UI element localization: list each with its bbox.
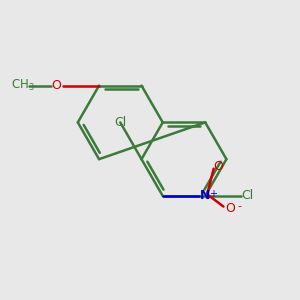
- Text: Cl: Cl: [242, 189, 254, 203]
- Text: Cl: Cl: [114, 116, 126, 129]
- Text: CH$_3$: CH$_3$: [11, 78, 34, 93]
- Text: -: -: [237, 202, 241, 212]
- Text: O: O: [213, 160, 223, 173]
- Text: N: N: [200, 189, 210, 203]
- Text: O: O: [226, 202, 236, 215]
- Text: O: O: [52, 79, 61, 92]
- Text: +: +: [209, 189, 217, 199]
